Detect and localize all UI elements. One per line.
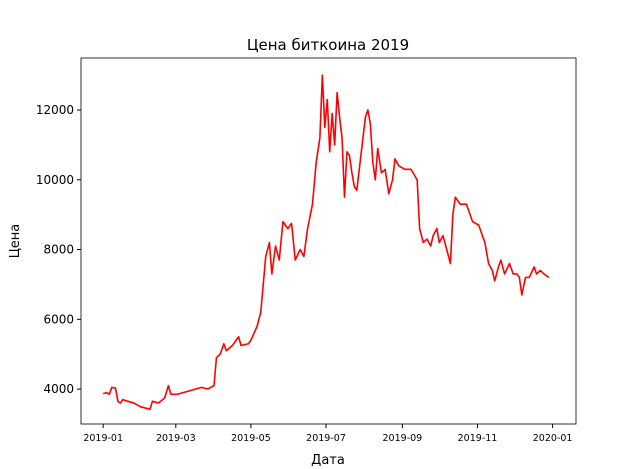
x-tick-label: 2019-03 bbox=[156, 433, 196, 444]
price-line bbox=[102, 74, 550, 411]
y-tick-label: 6000 bbox=[43, 312, 74, 326]
y-tick-label: 4000 bbox=[43, 382, 74, 396]
x-tick-label: 2019-09 bbox=[383, 433, 423, 444]
y-tick-label: 12000 bbox=[36, 103, 74, 117]
x-tick-label: 2020-01 bbox=[533, 433, 573, 444]
x-tick-label: 2019-07 bbox=[306, 433, 346, 444]
y-tick-label: 10000 bbox=[36, 173, 74, 187]
x-axis-label: Дата bbox=[311, 453, 345, 468]
y-tick-label: 8000 bbox=[43, 243, 74, 257]
x-tick-label: 2019-05 bbox=[231, 433, 271, 444]
x-tick-label: 2019-11 bbox=[458, 433, 498, 444]
y-axis-label: Цена bbox=[8, 224, 23, 259]
chart-title: Цена биткоина 2019 bbox=[247, 36, 409, 54]
x-tick-label: 2019-01 bbox=[83, 433, 123, 444]
plot-frame bbox=[80, 57, 577, 425]
